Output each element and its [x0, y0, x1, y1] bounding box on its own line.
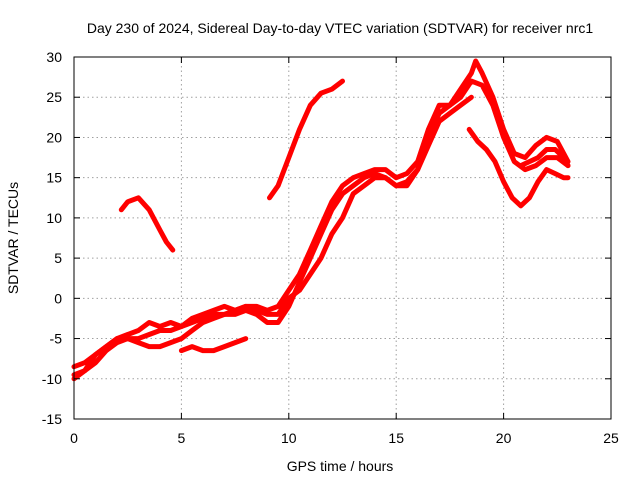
- x-tick-label: 15: [388, 430, 404, 446]
- x-tick-label: 20: [496, 430, 512, 446]
- x-tick-label: 0: [70, 430, 78, 446]
- series-line-sat-track-6: [267, 78, 345, 201]
- y-tick-label: 10: [46, 210, 62, 226]
- x-axis-label: GPS time / hours: [287, 458, 394, 474]
- series-line-sat-track-2: [71, 78, 571, 378]
- plot-frame: [73, 56, 612, 420]
- y-tick-label: 15: [46, 170, 62, 186]
- series-line-sat-track-8: [518, 147, 571, 169]
- series-line-sat-track-3: [71, 94, 474, 370]
- series-line-sat-track-1: [71, 58, 571, 382]
- series-line-sat-track-7: [466, 126, 571, 209]
- series-group: [71, 58, 571, 382]
- y-tick-label: -5: [50, 331, 63, 347]
- y-tick-label: 20: [46, 129, 62, 145]
- x-tick-label: 10: [281, 430, 297, 446]
- x-tick-label: 5: [178, 430, 186, 446]
- y-tick-label: 0: [54, 290, 62, 306]
- chart-title: Day 230 of 2024, Sidereal Day-to-day VTE…: [87, 20, 593, 36]
- y-tick-label: 25: [46, 89, 62, 105]
- y-tick-label: 30: [46, 49, 62, 65]
- grid: [74, 57, 611, 419]
- y-tick-label: -10: [42, 371, 62, 387]
- series-line-sat-track-4: [178, 336, 249, 354]
- ticks: 0 5 10 15 20 25 -15 -10 -5 0 5 10 15 20 25 30: [42, 49, 619, 446]
- series-line-sat-track-5: [118, 195, 176, 253]
- y-axis-label: SDTVAR / TECUs: [5, 182, 21, 294]
- x-tick-label: 25: [603, 430, 619, 446]
- y-tick-label: -15: [42, 411, 62, 427]
- y-tick-label: 5: [54, 250, 62, 266]
